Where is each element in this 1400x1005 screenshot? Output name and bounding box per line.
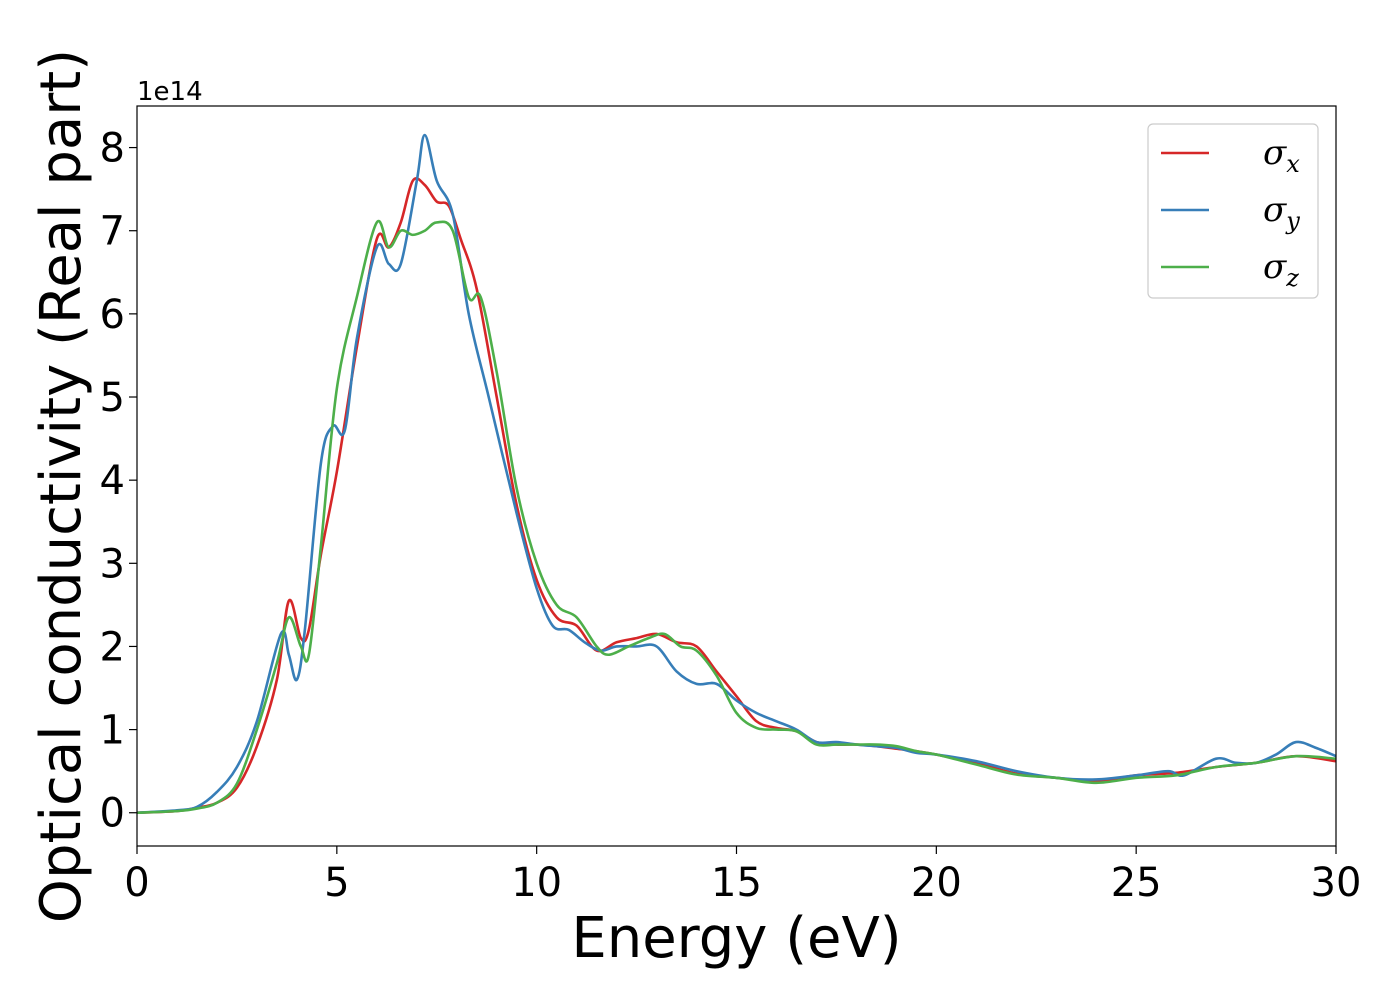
x-tick-label: 10	[511, 860, 562, 906]
y-tick-label: 0	[100, 791, 125, 837]
y-axis-title: Optical conductivity (Real part)	[29, 49, 94, 923]
x-axis: 0 5 10 15 20 25 30	[124, 846, 1361, 906]
x-axis-title: Energy (eV)	[571, 906, 901, 971]
y-tick-label: 4	[100, 458, 125, 504]
y-tick-label: 1	[100, 708, 125, 754]
y-offset-label: 1e14	[137, 77, 203, 107]
series-line-z	[137, 219, 1336, 815]
x-tick-label: 5	[324, 860, 349, 906]
x-tick-label: 25	[1111, 860, 1162, 906]
series-line-y	[137, 133, 1336, 815]
legend-label-x: σx	[1263, 133, 1300, 178]
y-tick-label: 2	[100, 624, 125, 670]
y-tick-label: 8	[100, 126, 125, 172]
legend: σx σy σz	[1147, 123, 1319, 299]
series-layer	[137, 133, 1336, 815]
y-tick-label: 3	[100, 541, 125, 587]
x-tick-label: 30	[1311, 860, 1362, 906]
legend-label-y: σy	[1263, 190, 1300, 235]
y-tick-label: 7	[100, 209, 125, 255]
legend-label-z: σz	[1263, 247, 1299, 292]
x-tick-label: 20	[911, 860, 962, 906]
legend-box	[1147, 123, 1319, 299]
x-tick-label: 15	[711, 860, 762, 906]
y-axis: 0 1 2 3 4 5 6 7 8	[100, 126, 137, 837]
x-tick-label: 0	[124, 860, 149, 906]
y-tick-label: 5	[100, 375, 125, 421]
y-tick-label: 6	[100, 292, 125, 338]
